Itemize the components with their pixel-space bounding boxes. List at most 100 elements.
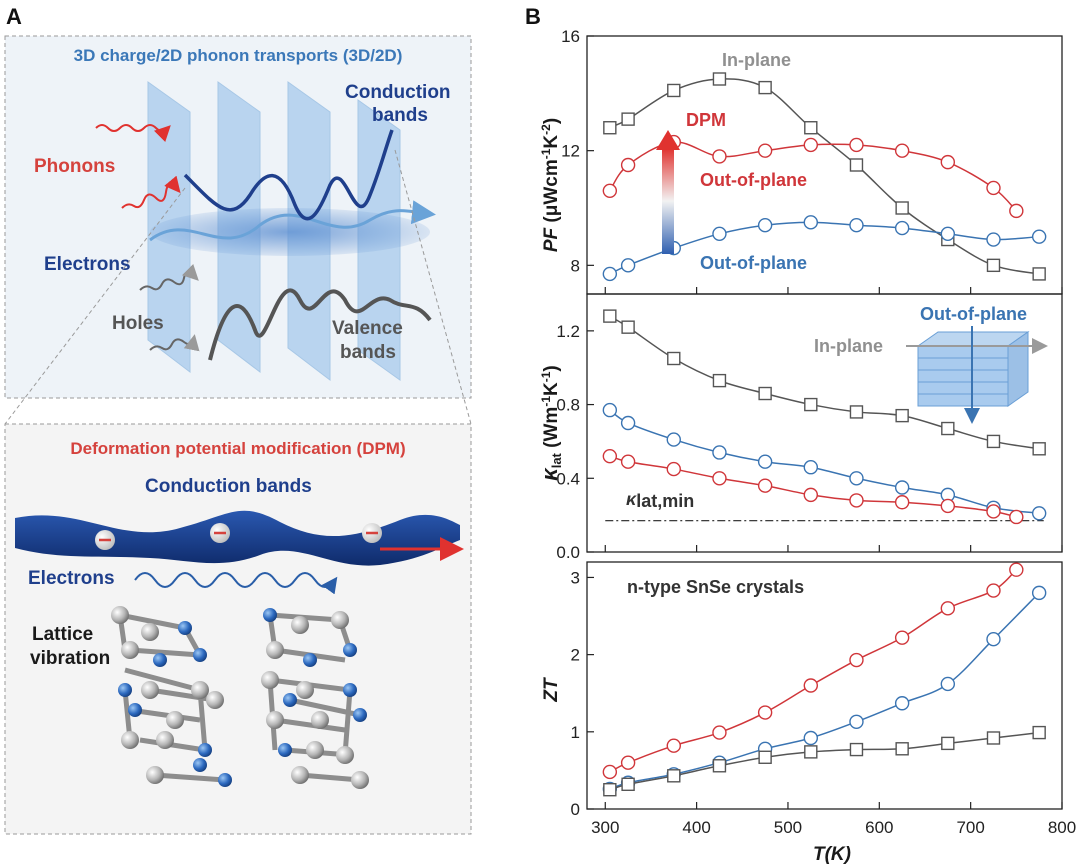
chart-1-frame [586,293,1063,553]
chart-0-data-point [1031,229,1047,244]
chart-2-y-tick-label: 0 [571,800,580,819]
chart-0-data-point [603,121,617,135]
chart-2-data-point [940,601,956,616]
chart-0-data-point [1032,267,1046,281]
chart-1-data-point [849,405,864,419]
chart-1-data-point [712,373,727,388]
chart-1-data-point [803,487,818,503]
chart-0-y-tick-label: 8 [571,256,580,275]
dpm-electrons-label: Electrons [28,568,115,589]
valence-bands-label-line2: bands [340,342,396,363]
chart-2-data-point [986,583,1001,598]
chart-0-data-point [757,143,773,158]
electron-balls [95,523,382,550]
lattice-atoms [111,606,369,789]
chart-2-y-tick-label: 1 [571,723,580,742]
chart-1-y-tick-label: 1.2 [556,322,580,341]
conduction-band-ribbon [15,510,460,566]
chart-1-data-point [894,480,910,495]
chart-0-data-point [940,154,956,170]
zoom-connector [4,187,186,425]
dpm-gradient-arrow-icon [656,130,680,150]
chart-2-data-point [667,769,681,783]
dpm-conduction-bands-label: Conduction bands [145,476,312,497]
chart-0-data-point [712,226,727,242]
chart-2-data-point [1009,562,1024,577]
chart-2-data-point [940,676,956,692]
panel-a-top-title: 3D charge/2D phonon transports (3D/2D) [74,46,403,65]
chart-1-data-point [804,397,818,412]
chart-0-data-point [849,158,864,172]
electron-wave-icon [134,572,338,595]
chart-1-data-point [757,478,773,493]
chart-0-data-point [602,183,618,199]
chart-0-data-point [712,72,727,86]
chart-2-data-point [621,777,635,791]
chart-1-data-point [849,493,864,508]
pf-y-axis-title: PF (μWcm-1K-2) [539,118,562,252]
pf-in-plane-label: In-plane [722,50,791,70]
chart-1-data-point [621,320,635,334]
chart-1-data-point [620,415,636,431]
chart-1-data-point [895,408,909,423]
chart-1-data-point [602,402,618,418]
panel-a-bottom-box [4,423,472,835]
chart-1-data-point [940,498,956,514]
chart-1-y-tick-label: 0.0 [556,543,580,562]
chart-2-data-point [758,750,772,764]
chart-2-series-line [609,592,1040,790]
chart-1-y-tick-label: 0.4 [556,469,580,488]
chart-0-data-point [621,112,635,126]
chart-2-x-tick-label: 300 [591,818,619,837]
electron-wave-icon [149,200,436,242]
chart-2-x-tick-label: 400 [682,818,710,837]
chart-0-data-point [804,121,818,135]
chart-2-data-point [603,783,617,797]
chart-2-data-point [803,678,818,693]
chart-0-data-point [758,80,772,95]
panel-a-bottom-title: Deformation potential modification (DPM) [70,439,405,458]
chart-2-data-point [804,745,818,759]
chart-1-data-point [602,448,618,464]
zt-chart-title: n-type SnSe crystals [627,577,804,597]
chart-1-data-point [712,445,727,460]
chart-2-data-point [894,696,910,711]
conduction-bands-label-line1: Conduction [345,82,451,103]
chart-2-data-point [712,759,727,773]
layer-planes [147,81,401,382]
chart-2-data-point [620,755,636,770]
dpm-gradient-arrow-shaft [662,148,674,254]
chart-2-data-point [757,705,773,720]
holes-label: Holes [112,313,164,334]
chart-1-data-point [712,471,727,486]
chart-0-data-point [986,232,1001,247]
chart-2-data-point [849,652,864,668]
valence-band-curve-icon [208,288,432,361]
chart-0-y-tick-label: 16 [561,27,580,46]
chart-2-data-point [894,630,910,645]
kappa-lat-min-label: κlat,min [626,489,694,511]
chart-1-data-point [894,495,910,510]
chart-2-data-point [602,764,618,780]
chart-1-data-point [666,461,681,477]
chart-0-data-point [602,266,618,282]
chart-2-data-point [895,742,909,756]
chart-0-y-tick-label: 12 [561,142,580,161]
chart-1-data-point [666,432,681,447]
chart-1-data-point [758,386,772,401]
chart-1-y-tick-label: 0.8 [556,396,580,415]
klat-in-plane-label: In-plane [814,336,883,356]
chart-1-data-point [986,504,1001,519]
klat-out-of-plane-label: Out-of-plane [920,304,1027,324]
chart-2-data-point [1031,585,1047,601]
lattice-vibration-label-line2: vibration [30,648,110,669]
chart-1-data-point [941,421,955,436]
chart-1-data-point [1032,442,1046,456]
chart-0-data-point [757,217,773,233]
chart-2-y-tick-label: 2 [571,646,580,665]
hole-wave-icon [149,334,200,352]
chart-0-data-point [849,217,864,233]
conduction-bands-label-line2: bands [372,105,428,126]
